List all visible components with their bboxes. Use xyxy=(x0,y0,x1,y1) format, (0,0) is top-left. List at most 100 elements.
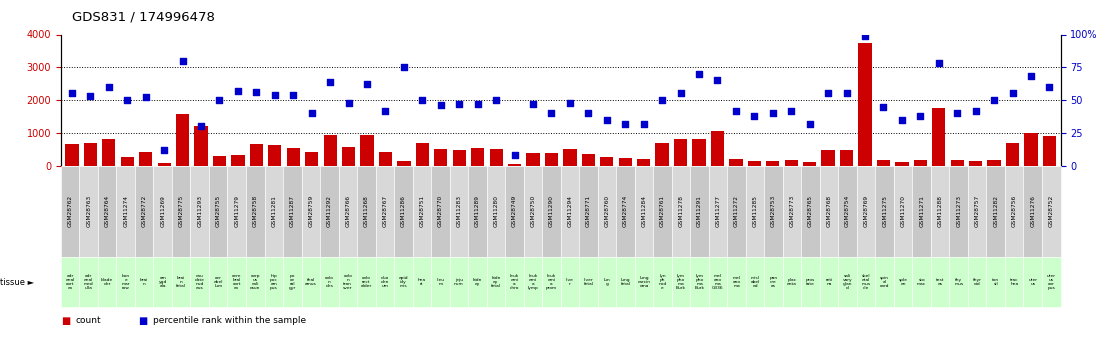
Text: leuk
emi
a
chro: leuk emi a chro xyxy=(509,274,519,290)
Point xyxy=(229,88,247,93)
Bar xyxy=(785,160,798,166)
Text: GSM11292: GSM11292 xyxy=(327,195,332,227)
Point xyxy=(764,110,782,116)
Text: GSM28753: GSM28753 xyxy=(772,195,776,227)
Text: spin
al
cord: spin al cord xyxy=(880,276,889,288)
Text: sple
en: sple en xyxy=(899,278,908,286)
Text: adr
enal
med
ulla: adr enal med ulla xyxy=(84,274,93,290)
Text: plac
enta: plac enta xyxy=(787,278,797,286)
Text: GSM28764: GSM28764 xyxy=(105,195,110,227)
Text: GSM11278: GSM11278 xyxy=(679,195,683,227)
Bar xyxy=(932,108,945,166)
Point xyxy=(911,113,929,119)
Text: hea
rt: hea rt xyxy=(417,278,426,286)
Point xyxy=(506,152,524,158)
Bar xyxy=(361,136,374,166)
Point xyxy=(856,33,873,39)
Text: GSM28770: GSM28770 xyxy=(438,195,443,227)
Text: colo
n
tran
sver: colo n tran sver xyxy=(343,274,352,290)
Bar xyxy=(453,150,466,166)
Bar xyxy=(600,157,613,166)
Text: GSM11284: GSM11284 xyxy=(641,195,646,227)
Text: GSM11276: GSM11276 xyxy=(1031,195,1035,227)
Bar xyxy=(65,144,79,166)
Bar xyxy=(821,150,835,166)
Bar xyxy=(434,149,447,166)
Text: GSM28760: GSM28760 xyxy=(604,195,610,227)
Text: test
es: test es xyxy=(935,278,944,286)
Point xyxy=(819,91,837,96)
Text: lym
pho
ma
Burk: lym pho ma Burk xyxy=(694,274,704,290)
Text: GSM11287: GSM11287 xyxy=(290,195,294,227)
Point xyxy=(266,92,283,98)
Text: GSM11273: GSM11273 xyxy=(956,195,961,227)
Text: cere
bral
cort
ex: cere bral cort ex xyxy=(232,274,241,290)
Text: GSM11283: GSM11283 xyxy=(456,195,462,227)
Point xyxy=(949,110,966,116)
Text: bon
e
mar
row: bon e mar row xyxy=(122,274,130,290)
Text: mel
ano
ma
G336: mel ano ma G336 xyxy=(712,274,724,290)
Text: lun
g: lun g xyxy=(603,278,610,286)
Bar xyxy=(563,149,577,166)
Text: lyn
ph
nod
e: lyn ph nod e xyxy=(659,274,666,290)
Point xyxy=(414,97,432,103)
Text: duo
den
um: duo den um xyxy=(381,276,389,288)
Text: GSM28771: GSM28771 xyxy=(586,195,591,227)
Bar xyxy=(231,156,245,166)
Point xyxy=(100,84,117,90)
Text: GSM11282: GSM11282 xyxy=(993,195,999,227)
Bar xyxy=(139,152,153,166)
Text: brai
n
fetal: brai n fetal xyxy=(176,276,186,288)
Bar xyxy=(268,145,281,166)
Point xyxy=(432,102,449,108)
Bar xyxy=(747,161,761,166)
Point xyxy=(1004,91,1022,96)
Bar xyxy=(1006,143,1020,166)
Text: GSM11285: GSM11285 xyxy=(753,195,757,227)
Text: GSM28757: GSM28757 xyxy=(974,195,980,227)
Point xyxy=(838,91,856,96)
Point xyxy=(690,71,707,77)
Bar xyxy=(581,154,594,166)
Point xyxy=(800,121,818,126)
Point xyxy=(118,97,136,103)
Text: live
r: live r xyxy=(566,278,573,286)
Bar xyxy=(877,160,890,166)
Text: GSM28759: GSM28759 xyxy=(308,195,313,227)
Text: ton
sil: ton sil xyxy=(992,278,1000,286)
Text: GSM11286: GSM11286 xyxy=(401,195,406,227)
Bar xyxy=(527,153,540,166)
Text: cau
date
nud
eus: cau date nud eus xyxy=(195,274,205,290)
Bar xyxy=(637,159,650,166)
Point xyxy=(395,65,413,70)
Bar xyxy=(730,159,743,166)
Point xyxy=(893,117,911,122)
Text: lung
fetal: lung fetal xyxy=(621,278,631,286)
Text: GSM28752: GSM28752 xyxy=(1048,195,1054,227)
Bar xyxy=(176,114,189,166)
Text: blade
der: blade der xyxy=(101,278,113,286)
Point xyxy=(487,97,505,103)
Bar xyxy=(1043,136,1056,166)
Text: brai
n: brai n xyxy=(139,278,148,286)
Point xyxy=(579,110,597,116)
Text: GSM11270: GSM11270 xyxy=(901,195,906,227)
Point xyxy=(634,121,652,126)
Text: kidn
ey: kidn ey xyxy=(473,278,482,286)
Text: percentile rank within the sample: percentile rank within the sample xyxy=(153,316,306,325)
Bar xyxy=(397,161,411,166)
Text: GSM11289: GSM11289 xyxy=(475,195,480,227)
Text: GSM28775: GSM28775 xyxy=(178,195,184,227)
Point xyxy=(525,101,542,107)
Point xyxy=(745,113,763,119)
Text: po
ce
ral
gyr: po ce ral gyr xyxy=(289,274,296,290)
Text: pros
tate: pros tate xyxy=(806,278,815,286)
Bar xyxy=(121,157,134,166)
Text: thal
amus: thal amus xyxy=(304,278,317,286)
Bar xyxy=(306,152,319,166)
Text: GSM11271: GSM11271 xyxy=(919,195,924,227)
Text: GSM11293: GSM11293 xyxy=(197,195,203,227)
Bar xyxy=(674,139,687,166)
Text: GSM28750: GSM28750 xyxy=(530,195,536,227)
Text: GDS831 / 174996478: GDS831 / 174996478 xyxy=(72,10,215,23)
